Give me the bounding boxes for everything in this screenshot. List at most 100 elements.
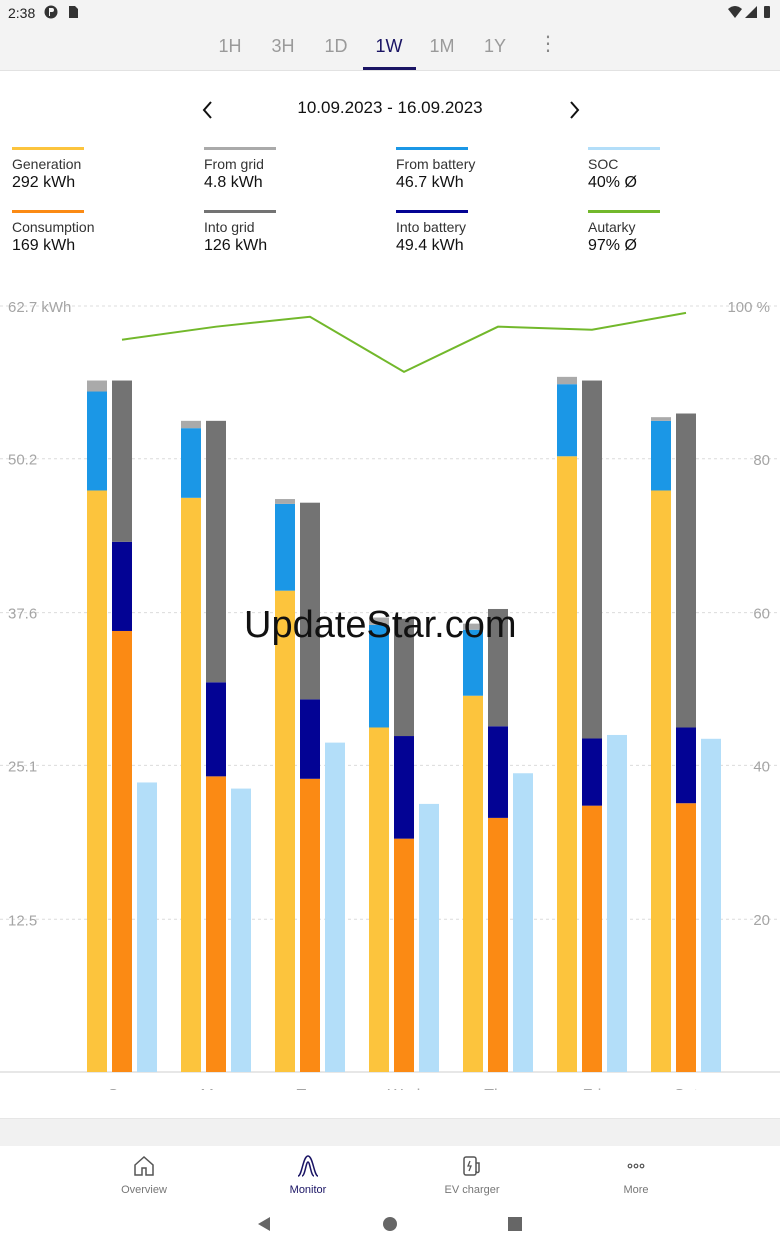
legend-label: Generation — [12, 156, 82, 172]
x-tick-label: Fri — [583, 1087, 602, 1090]
bar-generation — [181, 497, 201, 1072]
nav-ev-charger[interactable]: EV charger — [412, 1154, 532, 1196]
tab-3h[interactable]: 3H — [271, 36, 295, 56]
nav-overview[interactable]: Overview — [84, 1154, 204, 1196]
recents-icon[interactable] — [506, 1215, 524, 1233]
nav-more[interactable]: More — [576, 1154, 696, 1196]
overflow-menu-icon[interactable]: ⋮ — [538, 33, 558, 55]
bar-soc — [701, 738, 721, 1072]
bar-into-battery — [112, 541, 132, 631]
bar-from-battery — [369, 624, 389, 728]
nav-label: More — [623, 1184, 649, 1196]
content-footer — [0, 1118, 780, 1147]
system-navigation — [0, 1202, 780, 1248]
bar-into-battery — [488, 726, 508, 818]
legend-swatch — [204, 147, 276, 150]
app-notification-icon — [44, 5, 58, 19]
bar-consumption — [206, 776, 226, 1072]
energy-chart[interactable]: 62.7 kWh 50.2 37.6 25.1 12.5 100 % 80 60 40 20 Sun… — [0, 290, 780, 1090]
bar-into-battery — [206, 682, 226, 777]
legend-soc: SOC 40% Ø — [588, 147, 748, 192]
legend-swatch — [396, 147, 468, 150]
legend-autarky: Autarky 97% Ø — [588, 210, 748, 255]
legend-value: 4.8 kWh — [204, 174, 263, 191]
tab-1d[interactable]: 1D — [324, 36, 348, 56]
wifi-icon — [728, 6, 742, 18]
legend-value: 40% Ø — [588, 174, 637, 191]
bar-into-grid — [394, 618, 414, 737]
right-tick-label: 80 — [753, 452, 770, 469]
legend-label: Into battery — [396, 219, 467, 235]
bar-soc — [513, 773, 533, 1072]
legend-swatch — [588, 210, 660, 213]
legend-into-battery: Into battery 49.4 kWh — [396, 210, 556, 255]
legend-label: Into grid — [204, 219, 255, 235]
home-icon — [134, 1155, 154, 1176]
bar-from-grid — [181, 420, 201, 429]
bar-from-battery — [557, 384, 577, 457]
bar-generation — [275, 590, 295, 1072]
date-range: 10.09.2023 - 16.09.2023 — [297, 98, 483, 117]
bar-consumption — [112, 630, 132, 1072]
home-button-icon[interactable] — [381, 1215, 399, 1233]
legend-generation: Generation 292 kWh — [12, 147, 172, 192]
legend-swatch — [204, 210, 276, 213]
left-tick-label: 50.2 — [8, 452, 37, 469]
bar-consumption — [300, 778, 320, 1072]
legend-swatch — [588, 147, 660, 150]
legend-from-battery: From battery 46.7 kWh — [396, 147, 556, 192]
right-tick-label: 100 % — [727, 299, 770, 316]
x-tick-label: Wed — [388, 1087, 421, 1090]
active-tab-indicator — [363, 67, 416, 70]
left-tick-label: 12.5 — [8, 912, 37, 929]
status-time: 2:38 — [8, 5, 36, 21]
bar-consumption — [394, 838, 414, 1072]
legend-into-grid: Into grid 126 kWh — [204, 210, 364, 255]
bar-from-battery — [275, 503, 295, 591]
bar-soc — [419, 803, 439, 1072]
bar-from-grid — [651, 417, 671, 421]
bar-generation — [463, 695, 483, 1072]
back-icon[interactable] — [255, 1215, 273, 1233]
tab-1h[interactable]: 1H — [218, 36, 242, 56]
legend-value: 169 kWh — [12, 237, 76, 254]
bar-into-grid — [676, 413, 696, 728]
bar-soc — [607, 734, 627, 1072]
watermark: UpdateStar.com — [244, 604, 517, 646]
ev-charger-icon — [463, 1156, 480, 1176]
bar-into-battery — [394, 736, 414, 839]
tab-1w[interactable]: 1W — [375, 36, 403, 56]
nav-monitor[interactable]: Monitor — [248, 1154, 368, 1196]
legend-value: 126 kWh — [204, 237, 268, 254]
bar-soc — [231, 788, 251, 1072]
bar-from-battery — [463, 629, 483, 696]
autarky-line — [121, 311, 687, 374]
bar-from-grid — [369, 617, 389, 625]
bar-soc — [325, 742, 345, 1072]
monitor-icon — [297, 1155, 319, 1177]
bar-into-grid — [206, 420, 226, 683]
legend-swatch — [12, 147, 84, 150]
x-tick-label: Thu — [484, 1087, 512, 1090]
bar-consumption — [582, 805, 602, 1072]
next-period-icon[interactable] — [564, 98, 584, 122]
legend-label: SOC — [588, 156, 619, 172]
previous-period-icon[interactable] — [198, 98, 218, 122]
x-tick-label: Mon — [200, 1087, 231, 1090]
bottom-navigation: Overview Monitor EV charger More — [0, 1146, 780, 1202]
tab-1m[interactable]: 1M — [429, 36, 455, 56]
bar-from-grid — [557, 376, 577, 385]
legend-label: From grid — [204, 156, 264, 172]
bar-into-grid — [582, 380, 602, 739]
signal-icon — [745, 6, 757, 18]
more-icon — [627, 1163, 645, 1169]
battery-icon — [764, 6, 770, 18]
tab-1y[interactable]: 1Y — [483, 36, 507, 56]
nav-label: EV charger — [444, 1184, 500, 1196]
legend-value: 46.7 kWh — [396, 174, 464, 191]
bar-from-grid — [275, 499, 295, 504]
bar-into-grid — [488, 608, 508, 727]
bar-generation — [651, 490, 671, 1072]
legend-consumption: Consumption 169 kWh — [12, 210, 172, 255]
bar-into-grid — [300, 502, 320, 700]
